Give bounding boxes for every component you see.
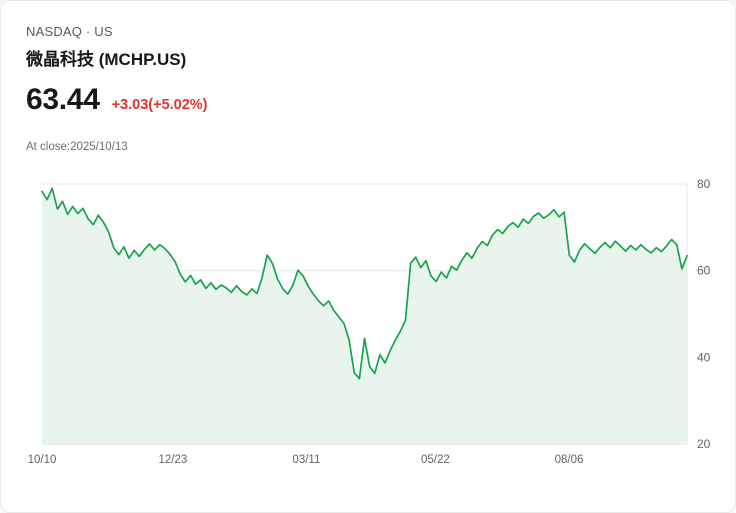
price-chart[interactable]: 80 60 40 20 10/10 12/23 03/11 05/22 08/06 xyxy=(1,171,736,484)
svg-text:40: 40 xyxy=(697,350,711,364)
y-axis-labels: 80 60 40 20 xyxy=(697,177,711,451)
svg-text:12/23: 12/23 xyxy=(159,454,188,466)
exchange-label: NASDAQ · US xyxy=(26,24,113,39)
price-change: +3.03(+5.02%) xyxy=(111,97,208,113)
price-value: 63.44 xyxy=(26,83,100,116)
svg-text:80: 80 xyxy=(697,177,711,191)
x-axis-labels: 10/10 12/23 03/11 05/22 08/06 xyxy=(28,454,584,466)
chart-area xyxy=(42,188,687,444)
svg-text:08/06: 08/06 xyxy=(555,454,584,466)
chart-line xyxy=(41,187,688,380)
svg-text:60: 60 xyxy=(697,264,711,278)
price-row: 63.44 +3.03(+5.02%) xyxy=(26,83,208,117)
stock-title: 微晶科技 (MCHP.US) xyxy=(26,50,187,69)
at-close-label: At close:2025/10/13 xyxy=(26,141,128,153)
svg-text:20: 20 xyxy=(697,437,711,451)
svg-text:03/11: 03/11 xyxy=(292,454,320,466)
svg-text:10/10: 10/10 xyxy=(28,454,57,466)
svg-text:05/22: 05/22 xyxy=(421,454,450,466)
